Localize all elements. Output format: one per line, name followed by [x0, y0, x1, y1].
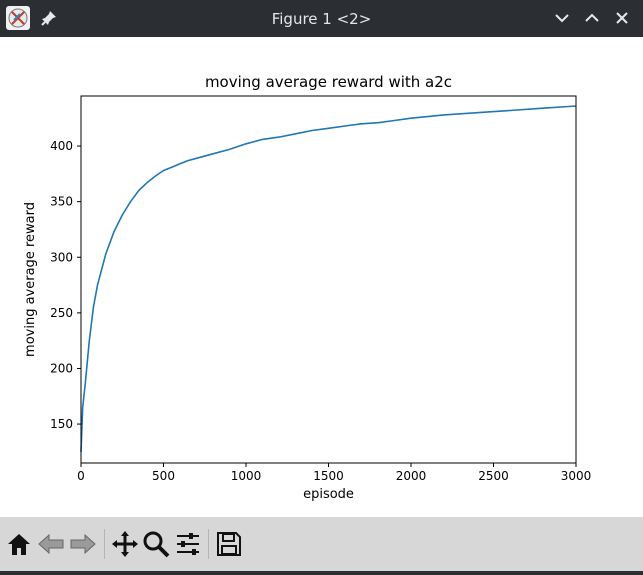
x-tick-label: 3000: [561, 469, 592, 483]
pan-icon[interactable]: [110, 529, 140, 559]
minimize-icon[interactable]: [553, 9, 571, 27]
close-icon[interactable]: [613, 9, 631, 27]
x-axis-label: episode: [303, 487, 354, 502]
y-axis-label: moving average reward: [23, 202, 38, 357]
y-tick-label: 200: [50, 361, 73, 375]
x-tick-label: 1000: [231, 469, 262, 483]
line-chart: moving average reward with a2c 0 500 1000 15…: [23, 73, 592, 502]
home-icon[interactable]: [4, 529, 34, 559]
zoom-icon[interactable]: [141, 529, 171, 559]
toolbar-separator: [208, 529, 209, 559]
x-tick-label: 0: [77, 469, 85, 483]
x-tick-label: 500: [152, 469, 175, 483]
forward-icon[interactable]: [68, 529, 98, 559]
save-icon[interactable]: [214, 529, 244, 559]
window-bottom-border: [0, 571, 643, 575]
app-icon: [6, 6, 30, 30]
figure-canvas[interactable]: moving average reward with a2c 0 500 1000 15…: [0, 37, 643, 517]
toolbar-separator: [104, 529, 105, 559]
y-tick-label: 150: [50, 417, 73, 431]
x-tick-label: 2000: [396, 469, 427, 483]
back-icon[interactable]: [36, 529, 66, 559]
series-line: [80, 105, 577, 452]
window-titlebar: Figure 1 <2>: [0, 0, 643, 37]
chart-title: moving average reward with a2c: [205, 73, 452, 91]
window-title: Figure 1 <2>: [271, 10, 372, 28]
navigation-toolbar: [0, 517, 643, 571]
maximize-icon[interactable]: [583, 9, 601, 27]
y-tick-label: 250: [50, 306, 73, 320]
x-tick-label: 1500: [313, 469, 344, 483]
y-tick-label: 400: [50, 139, 73, 153]
pin-icon[interactable]: [40, 9, 58, 27]
configure-subplots-icon[interactable]: [173, 529, 203, 559]
plot-frame: [80, 95, 577, 464]
y-tick-label: 300: [50, 250, 73, 264]
y-tick-label: 350: [50, 195, 73, 209]
x-tick-label: 2500: [478, 469, 509, 483]
